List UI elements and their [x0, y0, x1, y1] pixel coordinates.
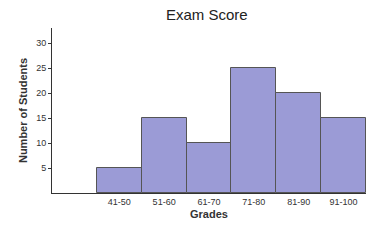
svg-text:Grades: Grades [190, 208, 228, 220]
svg-text:15: 15 [36, 113, 46, 123]
svg-text:81-90: 81-90 [287, 197, 310, 207]
svg-text:51-60: 51-60 [153, 197, 176, 207]
svg-text:91-100: 91-100 [330, 197, 358, 207]
svg-text:Number of Students: Number of Students [17, 58, 29, 163]
svg-text:Exam Score: Exam Score [166, 6, 248, 23]
svg-text:25: 25 [36, 63, 46, 73]
svg-text:71-80: 71-80 [242, 197, 265, 207]
svg-text:61-70: 61-70 [197, 197, 220, 207]
svg-text:20: 20 [36, 88, 46, 98]
svg-text:41-50: 41-50 [108, 197, 131, 207]
svg-text:5: 5 [41, 163, 46, 173]
svg-text:10: 10 [36, 138, 46, 148]
svg-text:30: 30 [36, 38, 46, 48]
